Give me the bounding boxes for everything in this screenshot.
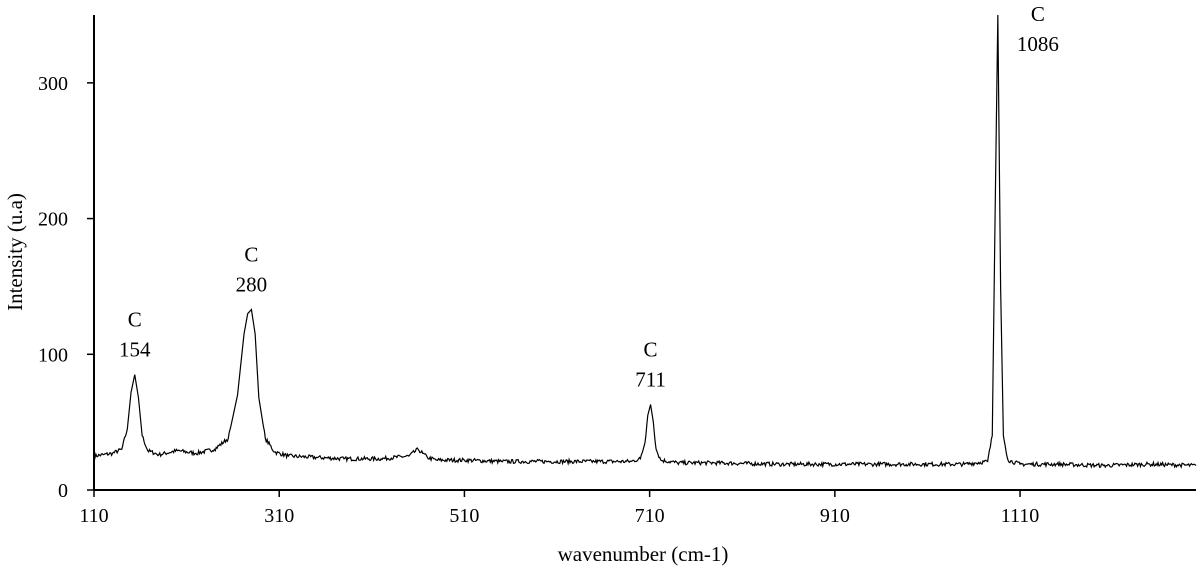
- x-axis-title: wavenumber (cm-1): [558, 542, 729, 566]
- y-tick-label: 300: [38, 73, 68, 95]
- peak-label-letter: C: [244, 243, 258, 267]
- y-tick-label: 200: [38, 209, 68, 231]
- y-axis-title: Intensity (u.a): [3, 193, 27, 311]
- peak-label-value: 1086: [1017, 32, 1059, 56]
- peak-label-value: 711: [635, 368, 666, 392]
- spectrum-line: [93, 14, 1197, 469]
- x-tick-label: 510: [449, 505, 479, 527]
- x-tick-label: 110: [79, 505, 108, 527]
- x-tick-label: 910: [820, 505, 850, 527]
- y-tick-label: 0: [58, 480, 68, 502]
- peak-label-value: 154: [119, 338, 151, 362]
- axes: [93, 15, 1196, 491]
- y-tick-label: 100: [38, 344, 68, 366]
- x-tick-label: 1110: [1001, 505, 1040, 527]
- x-tick-label: 710: [635, 505, 665, 527]
- x-tick-label: 310: [264, 505, 294, 527]
- peak-label-letter: C: [128, 308, 142, 332]
- y-ticks: 0 100 200 300: [38, 73, 94, 502]
- peak-label-letter: C: [1031, 2, 1045, 26]
- peak-label-letter: C: [644, 338, 658, 362]
- peak-label-value: 280: [236, 273, 268, 297]
- x-ticks: 110 310 510 710 910 1110: [79, 490, 1039, 527]
- peak-labels: C 154 C 280 C 711 C 1086: [119, 2, 1059, 392]
